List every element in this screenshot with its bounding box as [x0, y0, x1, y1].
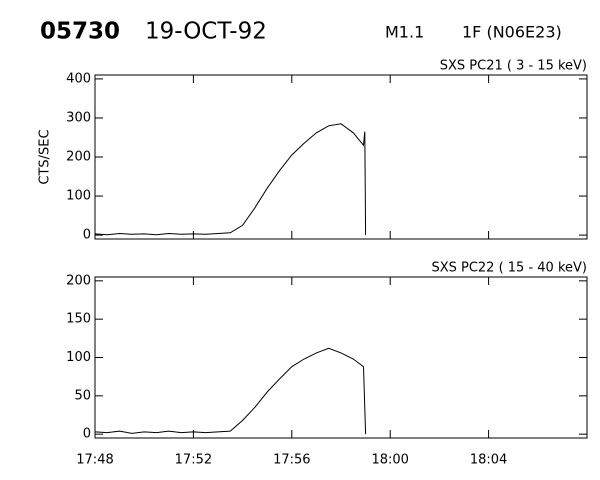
event-date: 19-OCT-92: [145, 19, 267, 45]
flare-class: M1.1: [385, 23, 424, 42]
y-tick-label: 300: [66, 110, 91, 125]
panel-title: SXS PC22 ( 15 - 40 keV): [431, 261, 587, 276]
y-tick-label: 200: [66, 273, 91, 288]
y-tick-label: 150: [66, 312, 91, 327]
x-tick-label: 17:48: [76, 453, 113, 468]
x-tick-label: 17:52: [175, 453, 212, 468]
panel-title: SXS PC21 ( 3 - 15 keV): [440, 59, 587, 74]
data-line: [94, 123, 367, 236]
event-id: 05730: [40, 19, 120, 45]
data-line: [94, 347, 367, 435]
y-tick-label: 100: [66, 189, 91, 204]
flare-location: 1F (N06E23): [462, 23, 562, 42]
y-tick-label: 0: [83, 228, 91, 243]
x-tick-label: 18:00: [371, 453, 408, 468]
x-tick-label: 17:56: [273, 453, 310, 468]
y-tick-label: 400: [66, 71, 91, 86]
y-tick-label: 100: [66, 350, 91, 365]
y-tick-label: 0: [83, 427, 91, 442]
y-tick-label: 200: [66, 150, 91, 165]
y-axis-label: CTS/SEC: [38, 129, 53, 184]
x-tick-label: 18:04: [470, 453, 507, 468]
y-tick-label: 50: [74, 388, 91, 403]
